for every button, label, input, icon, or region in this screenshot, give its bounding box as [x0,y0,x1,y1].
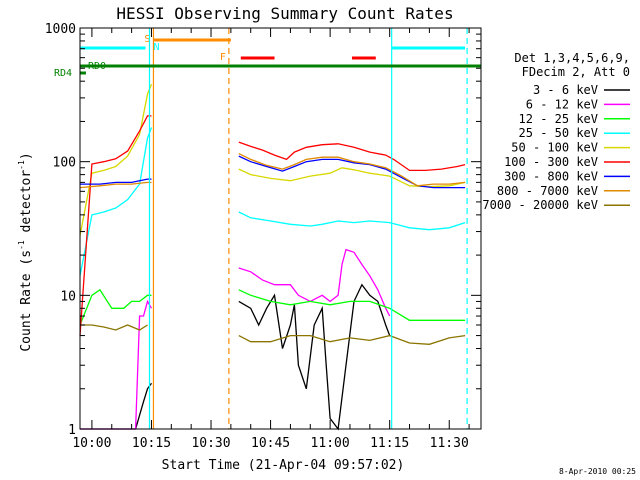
y-tick-label: 1 [68,423,76,438]
series-line-6 [79,115,466,336]
generation-timestamp: 8-Apr-2010 00:25 [559,467,636,476]
y-tick-label: 10 [60,289,76,304]
axes: 1 10 100 1000 10:00 10:15 10:30 10:45 11:00 11:15… [45,22,482,451]
chart-title: HESSI Observing Summary Count Rates [116,4,453,23]
x-axis-label: Start Time (21-Apr-04 09:57:02) [162,458,405,473]
label-rd0: RD0 [88,61,106,72]
legend-label-9: 7000 - 20000 keV [482,198,598,212]
marker-label-N: N [153,42,159,53]
legend-label-7: 300 - 800 keV [504,169,598,183]
x-tick-label: 10:00 [72,436,111,451]
y-axis-label: Count Rate (s-1 detector-1) [17,152,34,351]
marker-label-S: S [144,34,150,45]
x-tick-label: 11:00 [311,436,350,451]
x-tick-label: 10:30 [191,436,230,451]
label-rd4: RD4 [54,68,72,79]
legend-header-1: Det 1,3,4,5,6,9, [514,51,630,65]
series-line-5 [79,83,466,236]
legend-label-5: 50 - 100 keV [511,141,598,155]
y-tick-label: 1000 [45,22,76,37]
legend-label-2: 6 - 12 keV [526,97,598,111]
marker-label-F: F [220,52,226,63]
x-tick-label: 11:15 [370,436,409,451]
x-tick-label: 10:15 [132,436,171,451]
legend-header-2: FDecim 2, Att 0 [522,65,630,79]
series-line-7 [80,155,466,189]
legend-label-6: 100 - 300 keV [504,155,598,169]
series-line-9 [80,324,466,345]
legend-label-3: 12 - 25 keV [519,112,598,126]
legend: Det 1,3,4,5,6,9, FDecim 2, Att 0 3 - 6 k… [482,51,630,212]
series-line-4 [79,127,466,276]
series-line-8 [79,153,466,189]
series-line-3 [79,288,466,326]
y-tick-label: 100 [53,156,76,171]
legend-label-1: 3 - 6 keV [533,83,598,97]
plot-frame [79,27,482,430]
x-tick-label: 10:45 [251,436,290,451]
legend-label-8: 800 - 7000 keV [497,184,598,198]
legend-label-4: 25 - 50 keV [519,126,598,140]
plot-area: SN F RD0 RD4 [54,28,481,431]
x-tick-label: 11:30 [430,436,469,451]
